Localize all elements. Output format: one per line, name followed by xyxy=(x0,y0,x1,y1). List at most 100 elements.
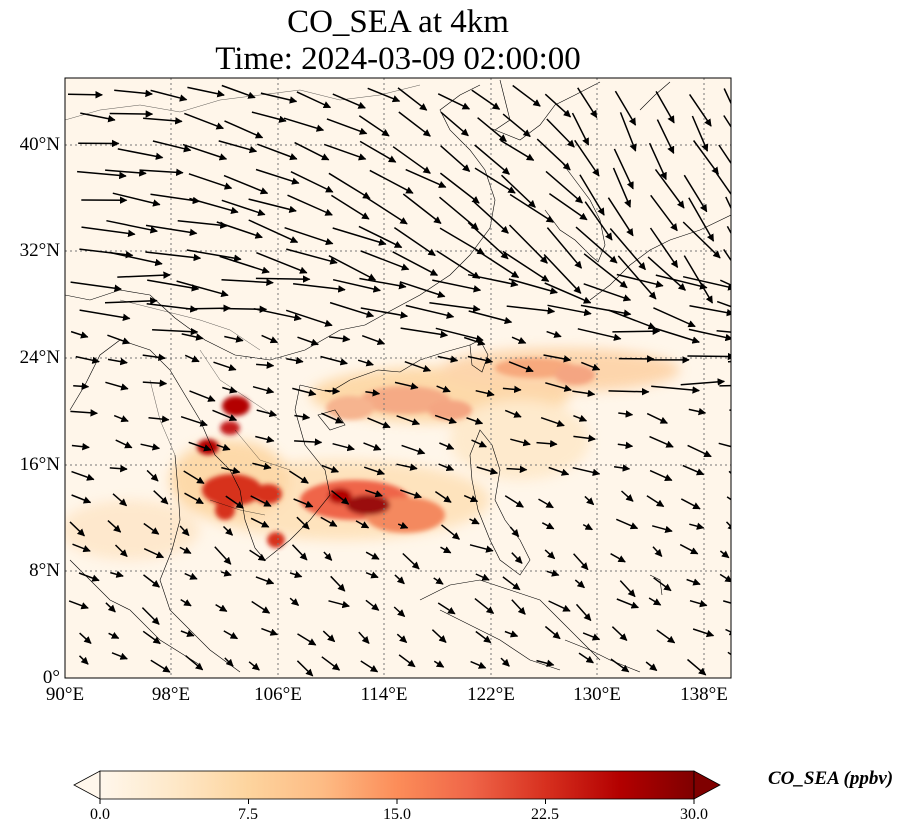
wind-arrow xyxy=(477,117,507,142)
wind-arrow xyxy=(429,301,481,313)
wind-arrow xyxy=(716,330,731,333)
wind-arrow xyxy=(78,655,89,665)
wind-arrow xyxy=(688,93,712,127)
co-concentration-field xyxy=(65,348,680,560)
wind-arrow xyxy=(150,89,188,102)
wind-arrow xyxy=(548,600,571,612)
wind-arrow xyxy=(725,628,731,636)
wind-arrow xyxy=(543,354,572,363)
wind-arrow xyxy=(69,521,85,537)
wind-arrow xyxy=(689,304,731,317)
wind-arrow xyxy=(328,172,371,200)
wind-arrow xyxy=(438,463,455,471)
wind-arrow xyxy=(183,470,205,485)
lat-label-0: 0° xyxy=(42,667,60,688)
wind-arrow xyxy=(296,660,314,677)
wind-arrow xyxy=(289,597,300,606)
lat-label-24n: 24°N xyxy=(19,347,60,368)
wind-arrow xyxy=(504,409,522,418)
wind-arrow xyxy=(437,93,471,110)
wind-arrow xyxy=(332,227,387,246)
wind-arrow xyxy=(470,660,487,669)
wind-arrow xyxy=(719,550,730,559)
wind-arrow xyxy=(320,355,348,366)
wind-arrow xyxy=(646,495,665,508)
wind-arrow xyxy=(434,490,452,503)
wind-arrow xyxy=(544,93,572,118)
wind-arrow xyxy=(618,410,634,418)
wind-arrow xyxy=(79,632,92,644)
wind-arrow xyxy=(547,304,592,317)
wind-arrow xyxy=(396,415,421,426)
wind-arrow xyxy=(682,221,721,259)
wind-arrow xyxy=(652,546,663,557)
wind-arrow xyxy=(107,334,131,345)
colorbar-tick-0: 0.0 xyxy=(90,806,110,823)
wind-arrow xyxy=(679,543,699,555)
wind-arrow xyxy=(289,571,303,579)
wind-arrow xyxy=(538,498,554,509)
wind-arrow xyxy=(397,521,409,529)
wind-arrow xyxy=(536,138,571,171)
wind-arrow xyxy=(683,174,708,213)
wind-arrow xyxy=(723,115,731,129)
wind-arrow xyxy=(367,87,401,103)
wind-arrow xyxy=(224,335,244,343)
wind-arrow xyxy=(321,464,339,473)
wind-arrow xyxy=(506,305,556,315)
wind-arrow xyxy=(653,307,696,328)
wind-arrow xyxy=(617,441,634,450)
wind-arrow xyxy=(284,226,334,246)
wind-arrow xyxy=(655,91,675,124)
wind-arrow xyxy=(79,309,131,322)
wind-arrow xyxy=(434,414,457,424)
wind-arrow xyxy=(328,255,377,281)
wind-arrow xyxy=(355,520,370,529)
wind-arrow xyxy=(150,659,171,673)
wind-arrow xyxy=(365,571,379,579)
wind-arrow xyxy=(188,173,233,190)
wind-arrow xyxy=(396,633,408,644)
wind-arrow xyxy=(508,361,534,373)
wind-arrow xyxy=(152,140,192,153)
wind-arrow xyxy=(107,357,128,366)
lon-label-98e: 98°E xyxy=(151,684,191,705)
wind-arrow xyxy=(467,273,519,288)
wind-arrow xyxy=(404,360,432,373)
wind-arrow xyxy=(439,172,480,204)
wind-arrow xyxy=(104,297,158,305)
wind-arrow xyxy=(365,389,381,397)
wind-arrow xyxy=(652,525,673,534)
wind-arrow xyxy=(613,464,631,472)
wind-arrow xyxy=(71,470,95,481)
wind-arrow xyxy=(216,221,263,239)
lat-label-16n: 16°N xyxy=(19,454,60,475)
wind-arrow xyxy=(256,361,275,369)
wind-arrow xyxy=(394,381,419,390)
wind-arrow xyxy=(512,84,541,107)
wind-arrow xyxy=(649,227,679,269)
wind-arrow xyxy=(256,252,308,274)
wind-arrow xyxy=(607,197,634,237)
wind-arrow xyxy=(506,465,528,474)
wind-arrow xyxy=(297,633,317,646)
wind-arrow xyxy=(225,495,244,509)
wind-arrow xyxy=(645,661,658,672)
wind-arrow xyxy=(78,572,100,582)
wind-arrow xyxy=(502,250,550,283)
wind-arrow xyxy=(500,174,536,208)
lon-label-138e: 138°E xyxy=(680,684,728,705)
wind-arrow xyxy=(222,386,238,394)
lat-label-32n: 32°N xyxy=(19,240,60,261)
wind-arrow xyxy=(71,494,92,504)
wind-arrow xyxy=(437,355,459,363)
wind-arrow xyxy=(113,414,129,423)
wind-arrow xyxy=(440,145,471,172)
wind-arrow xyxy=(358,631,370,644)
wind-arrow xyxy=(329,334,351,343)
wind-arrow xyxy=(716,300,731,308)
lon-label-106e: 106°E xyxy=(254,684,302,705)
wind-arrow xyxy=(540,416,565,427)
wind-arrow xyxy=(332,278,381,293)
wind-arrow xyxy=(646,412,668,424)
